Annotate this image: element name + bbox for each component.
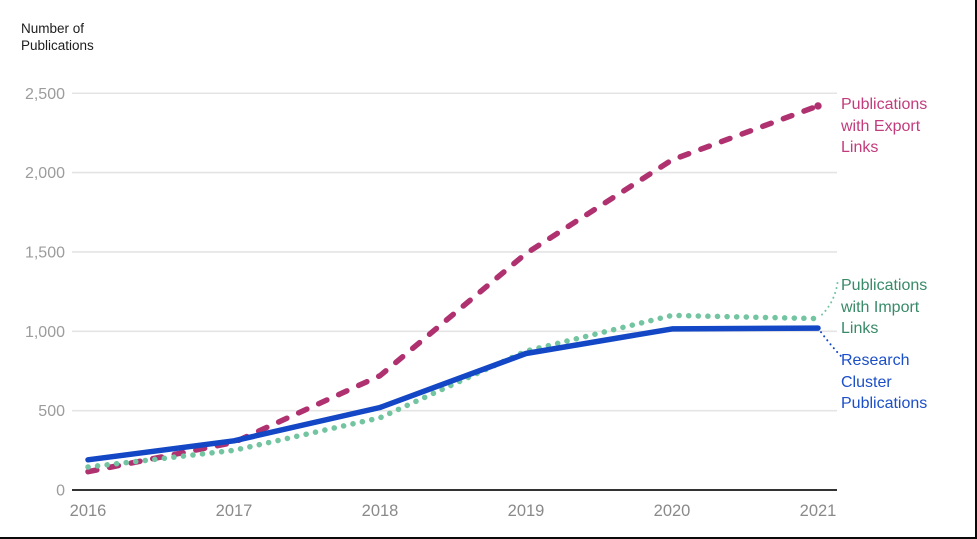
series-label-publications-with-import-links: Publications with Import Links [841,277,928,337]
x-tick-label-2016: 2016 [70,502,107,520]
y-tick-label-1000: 1,000 [25,324,65,341]
leader-line-import [821,277,839,316]
y-tick-label-1500: 1,500 [25,244,65,261]
y-tick-label-0: 0 [56,483,65,500]
x-tick-label-2019: 2019 [508,502,545,520]
series-label-research-cluster-publications: Research Cluster Publications [841,352,928,412]
y-tick-label-500: 500 [38,403,65,420]
series-line-publications-with-export-links [85,103,821,475]
series-label-publications-with-export-links: Publications with Export Links [841,96,928,156]
x-tick-label-2020: 2020 [654,502,691,520]
leader-line-cluster [820,331,843,359]
series-end-dot-publications-with-export-links [814,102,822,110]
x-tick-label-2021: 2021 [800,502,837,520]
y-axis-title: Number of Publications [21,21,94,53]
x-tick-label-2018: 2018 [362,502,399,520]
x-tick-label-2017: 2017 [216,502,253,520]
y-tick-label-2500: 2,500 [25,86,65,103]
series-line-publications-with-import-links [85,312,821,470]
y-tick-label-2000: 2,000 [25,165,65,182]
series-line-research-cluster-publications [85,325,821,463]
